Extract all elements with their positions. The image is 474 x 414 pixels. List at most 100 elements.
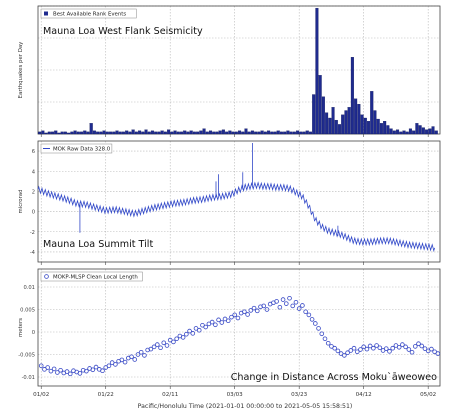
data-point <box>196 327 202 333</box>
bar <box>254 131 258 135</box>
bar <box>308 131 313 135</box>
bar <box>173 130 177 135</box>
data-point <box>403 344 408 350</box>
bar <box>183 130 187 135</box>
bar <box>334 119 338 135</box>
data-point <box>138 349 144 355</box>
bar <box>157 131 161 135</box>
bar <box>86 131 90 135</box>
bar <box>57 132 61 135</box>
data-point <box>387 349 392 354</box>
data-point <box>100 368 105 374</box>
data-point <box>164 343 170 348</box>
bar <box>325 112 329 135</box>
bar <box>305 130 309 135</box>
data-point <box>132 357 138 362</box>
distance-panel: -0.01 -0.005 0 0.005 0.01 meters MOKP-MLSP Cle… <box>18 268 441 387</box>
bar <box>102 130 106 135</box>
bar <box>360 114 364 135</box>
bar <box>112 131 116 135</box>
data-point <box>303 309 308 315</box>
bar <box>357 103 361 135</box>
bar <box>434 130 438 135</box>
bar <box>347 107 351 135</box>
bar <box>331 107 335 135</box>
data-point <box>203 324 208 330</box>
data-point <box>435 351 441 356</box>
bar <box>244 128 248 135</box>
panel-title: Mauna Loa West Flank Seismicity <box>43 26 203 37</box>
data-point <box>396 344 402 350</box>
bar <box>392 130 396 135</box>
data-point <box>332 345 337 351</box>
data-point <box>345 350 350 356</box>
data-point <box>254 308 260 314</box>
bar <box>105 131 109 135</box>
bar <box>247 131 251 135</box>
data-point <box>55 370 60 375</box>
bar <box>202 128 206 135</box>
data-point <box>142 353 147 358</box>
data-point <box>209 319 215 325</box>
data-point <box>77 371 83 376</box>
time-axis: 01/02 01/22 02/11 03/03 03/23 04/12 05/02 <box>33 386 436 398</box>
x-tick-label: 05/02 <box>420 392 436 398</box>
y-tick-label: 6 <box>32 149 35 155</box>
bar <box>363 117 367 135</box>
bar <box>405 131 409 135</box>
data-point <box>174 336 179 342</box>
data-point <box>412 344 418 349</box>
bar <box>341 114 345 135</box>
bar <box>205 131 209 135</box>
bar <box>431 126 435 135</box>
data-point <box>184 331 189 337</box>
bar <box>92 130 96 135</box>
bar <box>321 96 325 135</box>
seismicity-panel: Earthquakes per Day Best Available Rank E… <box>18 5 441 137</box>
data-point <box>235 315 241 321</box>
x-axis-label: Pacific/Honolulu Time (2021-01-01 00:00:… <box>138 403 353 410</box>
bar <box>234 131 238 135</box>
bar <box>337 124 342 135</box>
bar <box>386 125 390 135</box>
data-point <box>248 308 254 313</box>
bar <box>238 130 242 135</box>
bar <box>283 131 287 135</box>
plot-frame <box>37 140 441 263</box>
bar <box>99 131 103 135</box>
bar <box>399 131 403 135</box>
bar <box>121 131 125 135</box>
bar <box>189 130 193 135</box>
bar <box>144 129 148 135</box>
bar <box>118 131 122 135</box>
bar <box>302 131 306 135</box>
bar <box>286 130 290 135</box>
data-point <box>180 335 186 340</box>
data-point <box>429 346 434 352</box>
bar <box>418 125 422 135</box>
bar <box>163 131 167 135</box>
data-point <box>93 364 99 370</box>
data-point <box>219 320 225 325</box>
data-point <box>225 318 231 324</box>
tilt-panel: -4 -2 0 2 4 6 microrad MOK Raw Data 328.0 Mauna … <box>18 140 441 265</box>
bar <box>279 131 283 135</box>
data-point <box>84 368 89 374</box>
data-point <box>51 366 57 372</box>
data-point <box>264 307 270 312</box>
data-point <box>171 339 176 345</box>
bar <box>89 123 93 135</box>
bar <box>50 131 55 135</box>
bar <box>60 131 64 135</box>
data-point <box>229 314 234 320</box>
bar <box>412 130 416 135</box>
y-tick-label: -0.005 <box>18 353 35 359</box>
bar <box>125 130 129 135</box>
legend-swatch <box>44 11 48 16</box>
data-point <box>367 343 373 349</box>
data-point <box>358 347 363 352</box>
bar <box>221 129 225 135</box>
data-point <box>322 336 328 342</box>
bar <box>428 128 432 135</box>
data-point <box>122 359 128 365</box>
